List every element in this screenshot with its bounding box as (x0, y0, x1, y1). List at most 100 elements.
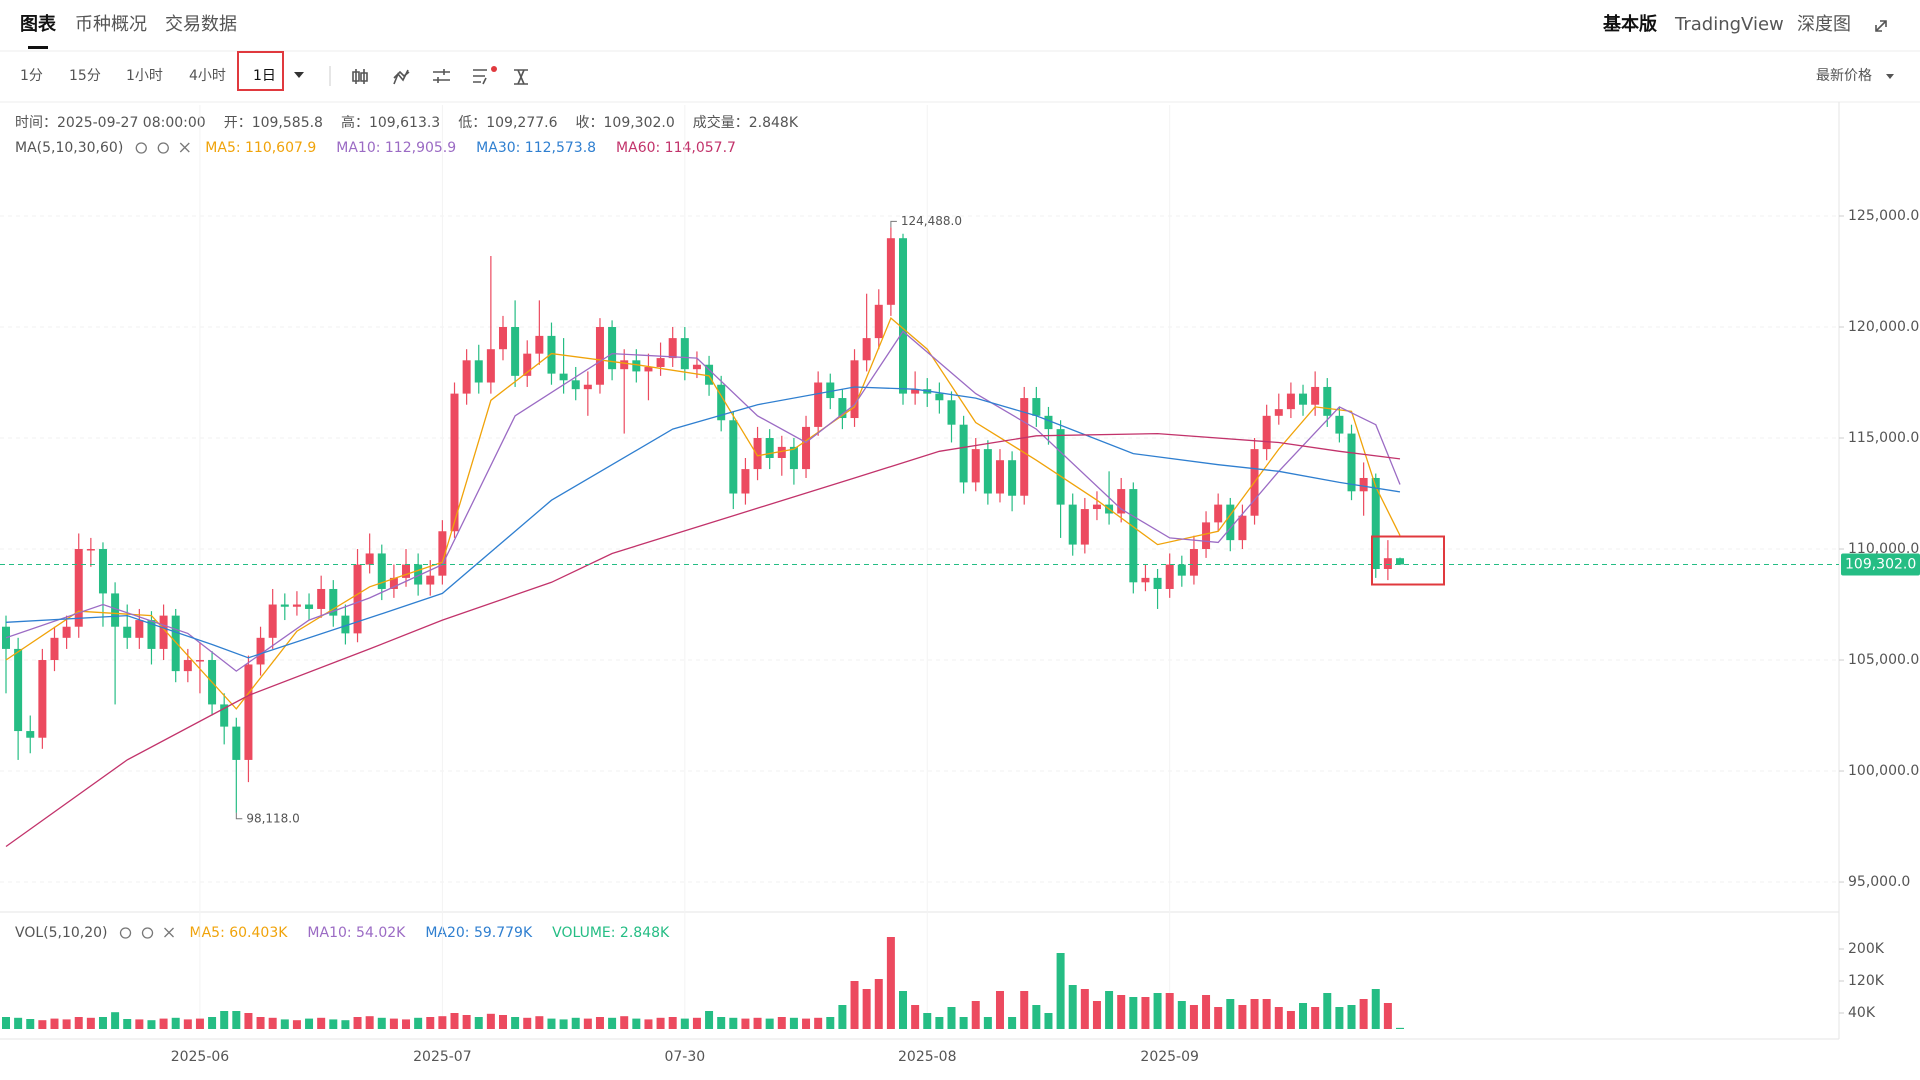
legend-item: MA5: 60.403K (190, 925, 289, 941)
candle-body (244, 664, 253, 760)
candle-body (1262, 415, 1271, 450)
candle-body (135, 620, 144, 638)
dropdown-arrow[interactable] (294, 72, 304, 78)
volume-bar (1335, 1007, 1344, 1029)
candle-body (583, 384, 592, 390)
volume-bar (1311, 1007, 1320, 1029)
volume-bar (377, 1017, 386, 1029)
candle-body (838, 398, 847, 419)
volume-bar (123, 1019, 132, 1029)
interval[interactable]: 1日 (253, 68, 276, 84)
candle-body (680, 338, 689, 370)
tab[interactable]: 交易数据 (165, 14, 237, 35)
volume-bar (571, 1017, 580, 1029)
draw-icon[interactable] (473, 69, 487, 85)
candle-body (426, 575, 435, 585)
interval[interactable]: 1分 (20, 68, 43, 84)
candle-body (232, 726, 241, 760)
volume-bar (680, 1018, 689, 1029)
tab-underline (28, 46, 48, 49)
volume-bar (899, 991, 908, 1029)
tab[interactable]: 币种概况 (75, 14, 147, 35)
price-tag-bg (1841, 553, 1920, 576)
info-item: 成交量：2.848K (693, 114, 799, 131)
price-type[interactable]: 最新价格 (1816, 68, 1872, 84)
x-tick-label: 2025-06 (171, 1049, 230, 1065)
volume-bar (305, 1018, 314, 1029)
view-option[interactable]: TradingView (1674, 14, 1784, 35)
candle-body (814, 382, 823, 427)
candle-body (692, 364, 701, 370)
volume-bar (365, 1016, 374, 1029)
candle-body (741, 469, 750, 494)
candle-body (292, 604, 301, 607)
candle-body (753, 438, 762, 470)
volume-bar (1323, 993, 1332, 1029)
indicator-icon[interactable] (393, 69, 410, 85)
volume-bar (874, 979, 883, 1029)
volume-bar (1262, 999, 1271, 1029)
volume-bar (583, 1018, 592, 1029)
candle-body (717, 384, 726, 421)
template-icon[interactable] (514, 69, 528, 85)
volume-bar (547, 1018, 556, 1029)
settings-icon[interactable] (157, 142, 169, 154)
close-icon[interactable] (164, 927, 174, 938)
volume-bar (1092, 1001, 1101, 1029)
candle-body (1189, 549, 1198, 576)
x-tick-label: 2025-09 (1140, 1049, 1199, 1065)
visibility-icon[interactable] (119, 927, 132, 939)
candle-body (789, 446, 798, 470)
volume-bar (765, 1018, 774, 1029)
visibility-icon[interactable] (135, 142, 147, 154)
candle-body (26, 731, 35, 738)
candle-body (1141, 577, 1150, 583)
candle-body (765, 438, 774, 458)
indicator-title: MA(5,10,30,60) (15, 140, 123, 156)
volume-bar (1080, 989, 1089, 1029)
y-tick-label: 100,000.0 (1848, 763, 1919, 779)
volume-bar (995, 991, 1004, 1029)
candle-body (1165, 564, 1174, 589)
volume-bar (183, 1019, 192, 1029)
candle-icon[interactable] (352, 69, 368, 84)
candle-body (450, 393, 459, 532)
candle-body (365, 553, 374, 565)
y-tick-label: 120,000.0 (1848, 319, 1919, 335)
y-tick-label: 105,000.0 (1848, 652, 1919, 668)
volume-bar (1274, 1007, 1283, 1029)
candle-body (414, 564, 423, 585)
volume-bar (135, 1019, 144, 1029)
dropdown-arrow[interactable] (1886, 74, 1894, 79)
volume-bar (935, 1017, 944, 1029)
candle-body (14, 648, 23, 732)
volume-bar (195, 1018, 204, 1029)
interval[interactable]: 15分 (69, 68, 101, 84)
volume-bar (426, 1017, 435, 1029)
volume-bar (280, 1019, 289, 1029)
candle-body (862, 338, 871, 361)
expand-icon[interactable] (1875, 20, 1887, 32)
volume-bar (414, 1017, 423, 1029)
view-option[interactable]: 深度图 (1797, 14, 1851, 35)
header: 图表 币种概况 交易数据 基本版 TradingView 深度图 (0, 13, 1920, 52)
volume-bar (317, 1017, 326, 1029)
candle-body (995, 460, 1004, 494)
volume-bar (802, 1018, 811, 1029)
y-tick-label: 95,000.0 (1848, 874, 1910, 890)
interval[interactable]: 4小时 (189, 68, 226, 84)
close-icon[interactable] (179, 142, 190, 153)
view-option[interactable]: 基本版 (1602, 13, 1657, 35)
candle-body (850, 360, 859, 419)
volume-bar (1153, 993, 1162, 1029)
settings-icon[interactable] (141, 927, 154, 939)
x-tick-label: 2025-07 (413, 1049, 472, 1065)
interval[interactable]: 1小时 (126, 68, 163, 84)
tab[interactable]: 图表 (20, 13, 57, 35)
ma-line (5, 386, 1401, 659)
volume-bar (608, 1017, 617, 1029)
volume-bar (450, 1013, 459, 1029)
candle-body (1335, 415, 1344, 434)
candle-body (353, 564, 362, 634)
settings-icon[interactable] (433, 69, 450, 83)
